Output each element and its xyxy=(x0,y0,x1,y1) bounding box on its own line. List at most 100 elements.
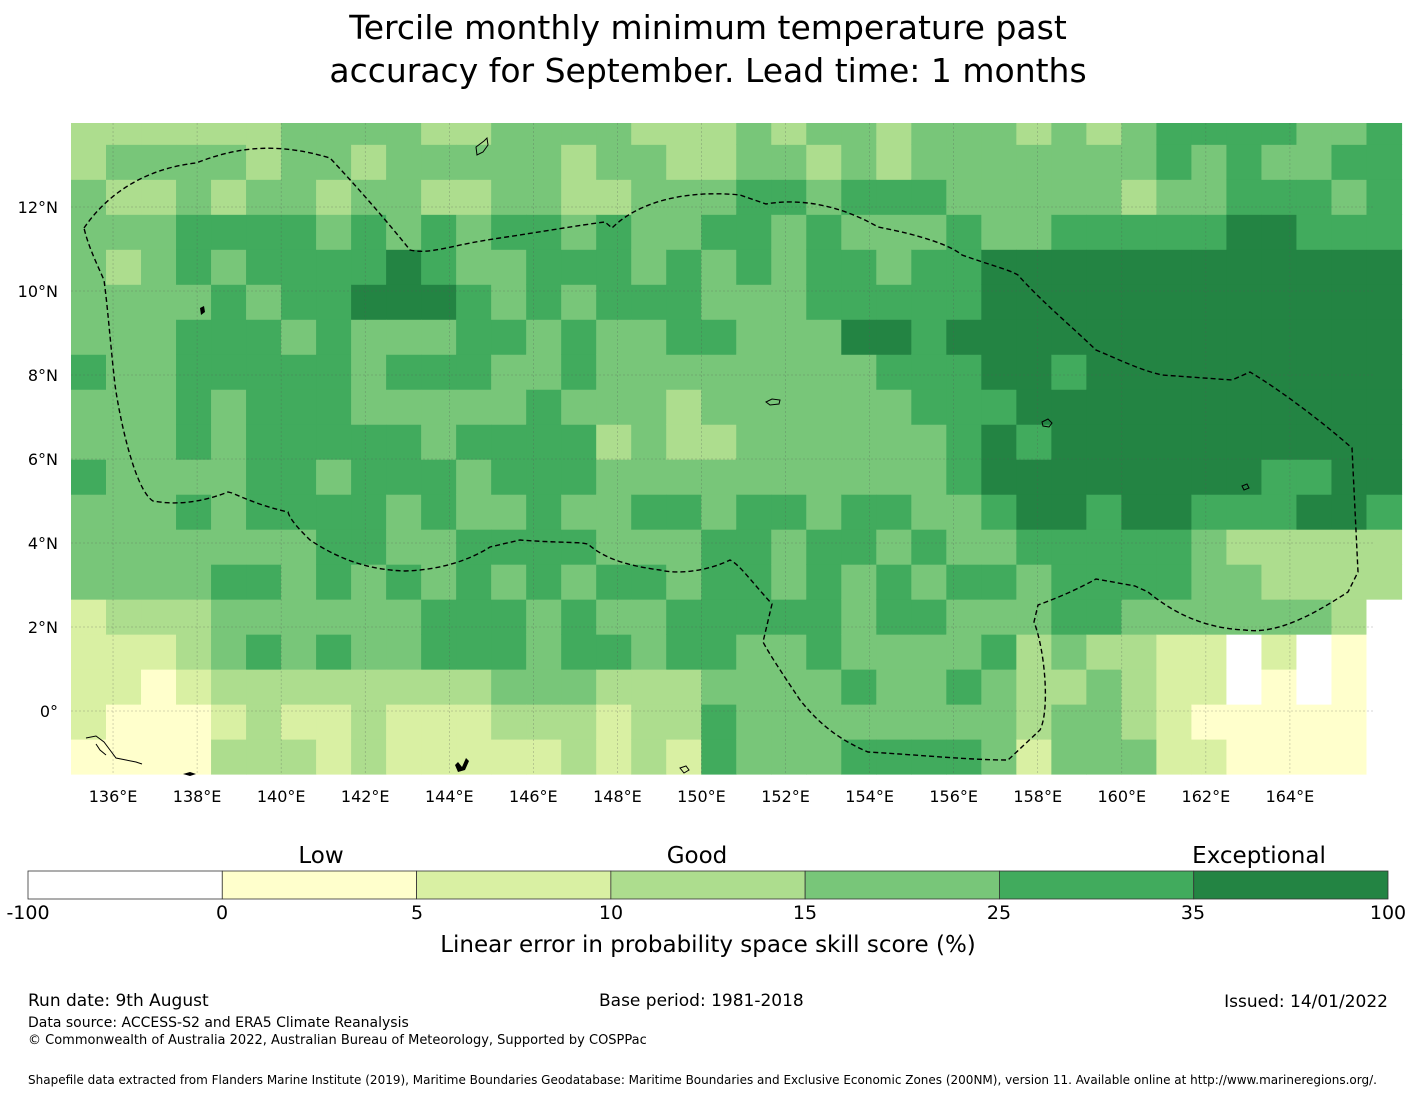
island-manus xyxy=(679,765,690,774)
skill-cell xyxy=(176,319,212,355)
skill-cell xyxy=(1226,354,1263,390)
colorbar-label-low: Low xyxy=(298,843,344,869)
skill-cell xyxy=(596,739,632,775)
skill-cell xyxy=(1051,123,1087,145)
skill-cell xyxy=(1296,179,1333,215)
skill-cell xyxy=(316,354,352,390)
skill-cell xyxy=(1016,214,1052,250)
skill-cell xyxy=(491,249,527,285)
skill-cell xyxy=(71,599,107,635)
skill-cell xyxy=(1156,389,1193,425)
skill-cell xyxy=(1331,354,1368,390)
skill-cell xyxy=(526,123,562,145)
skill-cell xyxy=(701,179,737,215)
skill-cell xyxy=(771,739,807,775)
islands xyxy=(85,136,1250,776)
skill-cell xyxy=(1191,389,1228,425)
skill-cell xyxy=(666,179,702,215)
skill-cell xyxy=(1226,424,1263,460)
skill-cell xyxy=(806,123,842,145)
skill-cell xyxy=(106,634,142,670)
skill-cell xyxy=(1121,123,1157,145)
skill-cell xyxy=(631,739,667,775)
skill-cell xyxy=(1051,459,1087,495)
skill-cell xyxy=(281,669,317,705)
skill-cell xyxy=(1226,634,1263,670)
skill-cell xyxy=(666,669,702,705)
skill-cell xyxy=(701,319,737,355)
skill-cell xyxy=(211,459,247,495)
skill-cell xyxy=(771,249,807,285)
skill-cell xyxy=(456,669,492,705)
skill-cell xyxy=(806,389,842,425)
skill-cell xyxy=(421,739,457,775)
skill-cell xyxy=(946,739,982,775)
skill-cell xyxy=(386,389,422,425)
longitude-label: 154°E xyxy=(845,787,894,806)
skill-cell xyxy=(771,494,807,530)
colorbar-bin xyxy=(1193,870,1389,900)
skill-cell xyxy=(211,739,247,775)
skill-cell xyxy=(281,739,317,775)
skill-cell xyxy=(981,123,1017,145)
colorbar-tick-4: 15 xyxy=(792,902,818,924)
skill-cell xyxy=(1296,704,1333,740)
skill-cell xyxy=(666,704,702,740)
skill-cell xyxy=(351,214,387,250)
skill-cell xyxy=(736,123,772,145)
skill-cell xyxy=(526,424,562,460)
skill-cell xyxy=(981,599,1017,635)
skill-cell xyxy=(1296,319,1333,355)
skill-cell xyxy=(211,249,247,285)
skill-cell xyxy=(561,179,597,215)
skill-cell xyxy=(561,494,597,530)
skill-cell xyxy=(1156,634,1193,670)
skill-cell xyxy=(351,634,387,670)
skill-cell xyxy=(316,564,352,600)
title-line-1: Tercile monthly minimum temperature past xyxy=(349,8,1067,47)
skill-cell xyxy=(491,389,527,425)
skill-cell xyxy=(1296,739,1333,775)
skill-cell xyxy=(491,284,527,320)
island-chuuk xyxy=(765,398,781,406)
colorbar-tick-3: 10 xyxy=(598,902,624,924)
skill-cell xyxy=(316,599,352,635)
skill-cell xyxy=(386,529,422,565)
skill-cell xyxy=(1226,459,1263,495)
skill-cell xyxy=(561,424,597,460)
skill-cell xyxy=(701,284,737,320)
skill-cell xyxy=(1016,424,1052,460)
skill-cell xyxy=(1156,249,1193,285)
skill-cell xyxy=(526,459,562,495)
skill-cell xyxy=(71,529,107,565)
skill-cell xyxy=(1296,389,1333,425)
title-line-2: accuracy for September. Lead time: 1 mon… xyxy=(329,51,1087,90)
skill-cell xyxy=(1121,249,1157,285)
skill-cell xyxy=(876,564,912,600)
skill-cell xyxy=(106,389,142,425)
longitude-label: 144°E xyxy=(425,787,474,806)
skill-cell xyxy=(631,704,667,740)
skill-cell xyxy=(351,739,387,775)
skill-cell xyxy=(981,179,1017,215)
skill-cell xyxy=(316,739,352,775)
skill-cell xyxy=(176,249,212,285)
skill-cell xyxy=(1156,144,1193,180)
skill-cell xyxy=(281,284,317,320)
skill-cell xyxy=(421,564,457,600)
data-source: Data source: ACCESS-S2 and ERA5 Climate … xyxy=(28,1015,409,1031)
skill-cell xyxy=(736,144,772,180)
skill-cell xyxy=(386,459,422,495)
skill-cell xyxy=(491,739,527,775)
colorbar-tick-7: 100 xyxy=(1369,902,1407,924)
map-title: Tercile monthly minimum temperature past… xyxy=(0,6,1416,92)
skill-cell xyxy=(911,459,947,495)
skill-cell xyxy=(1261,634,1298,670)
skill-cell xyxy=(526,739,562,775)
skill-cell xyxy=(106,704,142,740)
skill-cell xyxy=(351,123,387,145)
longitude-label: 146°E xyxy=(509,787,558,806)
skill-cell xyxy=(71,564,107,600)
skill-cell xyxy=(106,319,142,355)
skill-cell xyxy=(386,214,422,250)
